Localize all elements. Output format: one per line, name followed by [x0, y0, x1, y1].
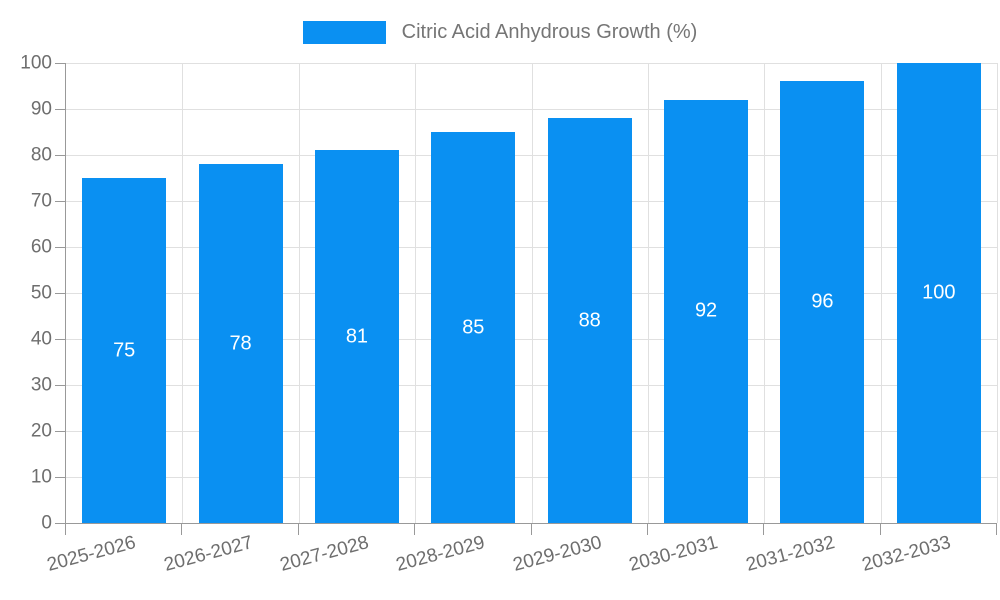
chart-legend[interactable]: Citric Acid Anhydrous Growth (%) [0, 21, 1000, 44]
y-axis-tick [55, 477, 65, 478]
x-gridline [298, 63, 300, 523]
x-gridline [647, 63, 649, 523]
x-gridline [531, 63, 533, 523]
y-axis-tick [55, 63, 65, 64]
y-axis-tick [55, 201, 65, 202]
bar-value-label: 100 [922, 281, 956, 304]
bar-value-label: 81 [345, 325, 369, 348]
bar-2031-2032[interactable]: 96 [780, 81, 865, 523]
y-axis-label: 90 [30, 98, 52, 120]
x-axis-label: 2031-2032 [743, 532, 837, 576]
x-axis-tick [65, 524, 66, 535]
bar-2032-2033[interactable]: 100 [896, 63, 981, 523]
x-axis-tick [646, 524, 648, 535]
bar-2029-2030[interactable]: 88 [547, 118, 632, 523]
y-axis-tick [55, 109, 65, 110]
x-axis-label: 2025-2026 [45, 532, 139, 576]
y-axis-tick [55, 431, 65, 432]
x-axis-tick [297, 524, 299, 535]
x-gridline [415, 63, 417, 523]
x-gridline [997, 63, 998, 523]
bar-value-label: 75 [113, 339, 136, 361]
bar-2028-2029[interactable]: 85 [431, 132, 516, 523]
bar-value-label: 96 [811, 290, 834, 313]
legend-swatch[interactable] [302, 21, 386, 44]
x-axis-tick [763, 524, 765, 535]
y-axis-tick [55, 247, 65, 248]
x-axis-tick [996, 524, 997, 535]
bar-2030-2031[interactable]: 92 [664, 99, 749, 523]
bar-value-label: 85 [462, 316, 485, 338]
legend-label[interactable]: Citric Acid Anhydrous Growth (%) [401, 21, 698, 43]
y-axis-label: 20 [30, 420, 52, 442]
y-axis-label: 0 [41, 512, 52, 534]
x-gridline [182, 63, 184, 523]
y-axis-label: 40 [30, 328, 52, 350]
x-axis-label: 2027-2028 [277, 532, 372, 576]
y-axis-label: 80 [30, 144, 52, 166]
bar-value-label: 88 [578, 309, 601, 332]
x-axis-label: 2029-2030 [510, 532, 604, 576]
y-axis-label: 100 [20, 52, 52, 74]
y-axis-label: 30 [30, 374, 52, 396]
x-axis-label: 2028-2029 [394, 532, 488, 576]
bar-value-label: 92 [694, 299, 718, 322]
plot-area: 75 78 81 85 88 92 96 100 [65, 63, 998, 524]
x-gridline [880, 63, 882, 523]
y-axis-label: 10 [30, 466, 52, 488]
y-axis-tick [55, 385, 65, 386]
bar-2025-2026[interactable]: 75 [82, 178, 167, 523]
y-axis-tick [55, 293, 65, 294]
x-axis-tick [530, 524, 532, 535]
y-axis-label: 50 [30, 282, 52, 304]
x-axis-label: 2032-2033 [859, 532, 953, 576]
bar-value-label: 78 [229, 332, 252, 355]
x-gridline [764, 63, 766, 523]
x-axis-tick [414, 524, 416, 535]
y-axis-tick [55, 155, 65, 156]
y-axis-tick [55, 523, 65, 524]
bar-2026-2027[interactable]: 78 [198, 164, 283, 523]
x-axis-tick [181, 524, 183, 535]
bar-2027-2028[interactable]: 81 [314, 150, 399, 523]
x-axis-label: 2026-2027 [161, 532, 255, 576]
y-axis-label: 60 [30, 236, 52, 258]
x-axis-label: 2030-2031 [627, 532, 721, 576]
x-axis-tick [879, 524, 881, 535]
y-axis-tick [55, 339, 65, 340]
y-axis-label: 70 [30, 190, 52, 212]
